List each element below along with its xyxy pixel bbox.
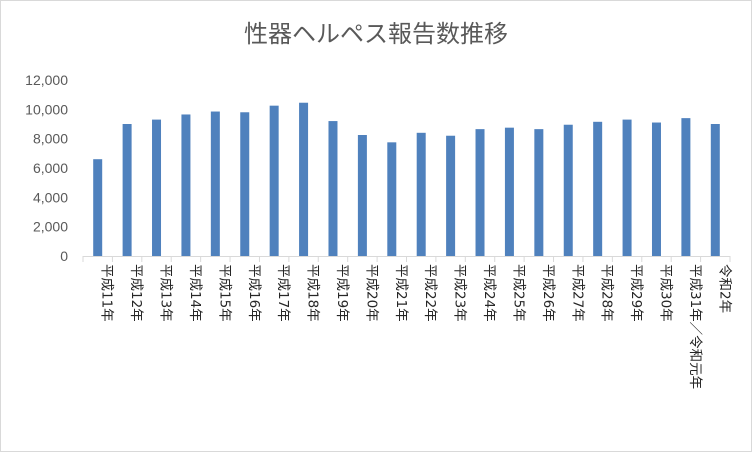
bar: [357, 135, 367, 256]
x-tick-label: 平成13年: [158, 264, 174, 322]
x-tick-label: 平成22年: [422, 264, 438, 322]
bar: [504, 127, 514, 256]
x-tick-label: 平成15年: [216, 264, 232, 322]
bar: [93, 159, 103, 256]
bar: [181, 114, 191, 256]
y-tick-label: 4,000: [33, 189, 68, 205]
x-tick-label: 平成26年: [540, 264, 556, 322]
bar: [152, 119, 162, 256]
x-tick-label: 平成19年: [334, 264, 350, 322]
bar: [299, 102, 309, 256]
bar: [681, 118, 691, 256]
x-tick-label: 平成12年: [128, 264, 144, 322]
bar: [651, 122, 661, 256]
x-tick-label: 平成30年: [657, 264, 673, 322]
y-tick-label: 12,000: [25, 72, 68, 88]
bar: [446, 135, 456, 256]
y-tick-label: 8,000: [33, 131, 68, 147]
bar: [622, 119, 632, 256]
y-tick-label: 2,000: [33, 219, 68, 235]
bar: [416, 132, 426, 256]
y-tick-label: 10,000: [25, 101, 68, 117]
x-tick-label: 平成14年: [187, 264, 203, 322]
x-tick-label: 平成16年: [246, 264, 262, 322]
x-tick-label: 令和2年: [716, 264, 732, 313]
y-tick-label: 0: [60, 248, 68, 264]
x-tick-label: 平成23年: [452, 264, 468, 322]
x-tick-label: 平成24年: [481, 264, 497, 322]
bar: [269, 105, 279, 256]
x-tick-label: 平成21年: [393, 264, 409, 322]
bar: [593, 121, 603, 256]
bar: [563, 124, 573, 256]
bar: [210, 111, 220, 256]
bar: [122, 124, 132, 256]
bar: [534, 129, 544, 256]
x-tick-label: 平成20年: [363, 264, 379, 322]
x-tick-label: 平成29年: [628, 264, 644, 322]
x-tick-label: 平成28年: [599, 264, 615, 322]
x-tick-label: 平成17年: [275, 264, 291, 322]
bar: [710, 124, 720, 256]
x-tick-label: 平成11年: [99, 264, 115, 322]
x-tick-label: 平成31年／令和元年: [687, 264, 703, 389]
x-tick-label: 平成18年: [305, 264, 321, 322]
bar: [387, 142, 397, 256]
chart-title: 性器ヘルペス報告数推移: [244, 20, 508, 48]
x-tick-label: 平成25年: [510, 264, 526, 322]
x-tick-label: 平成27年: [569, 264, 585, 322]
bar: [240, 112, 250, 257]
bar: [328, 121, 338, 256]
y-tick-label: 6,000: [33, 160, 68, 176]
bar: [475, 129, 485, 256]
